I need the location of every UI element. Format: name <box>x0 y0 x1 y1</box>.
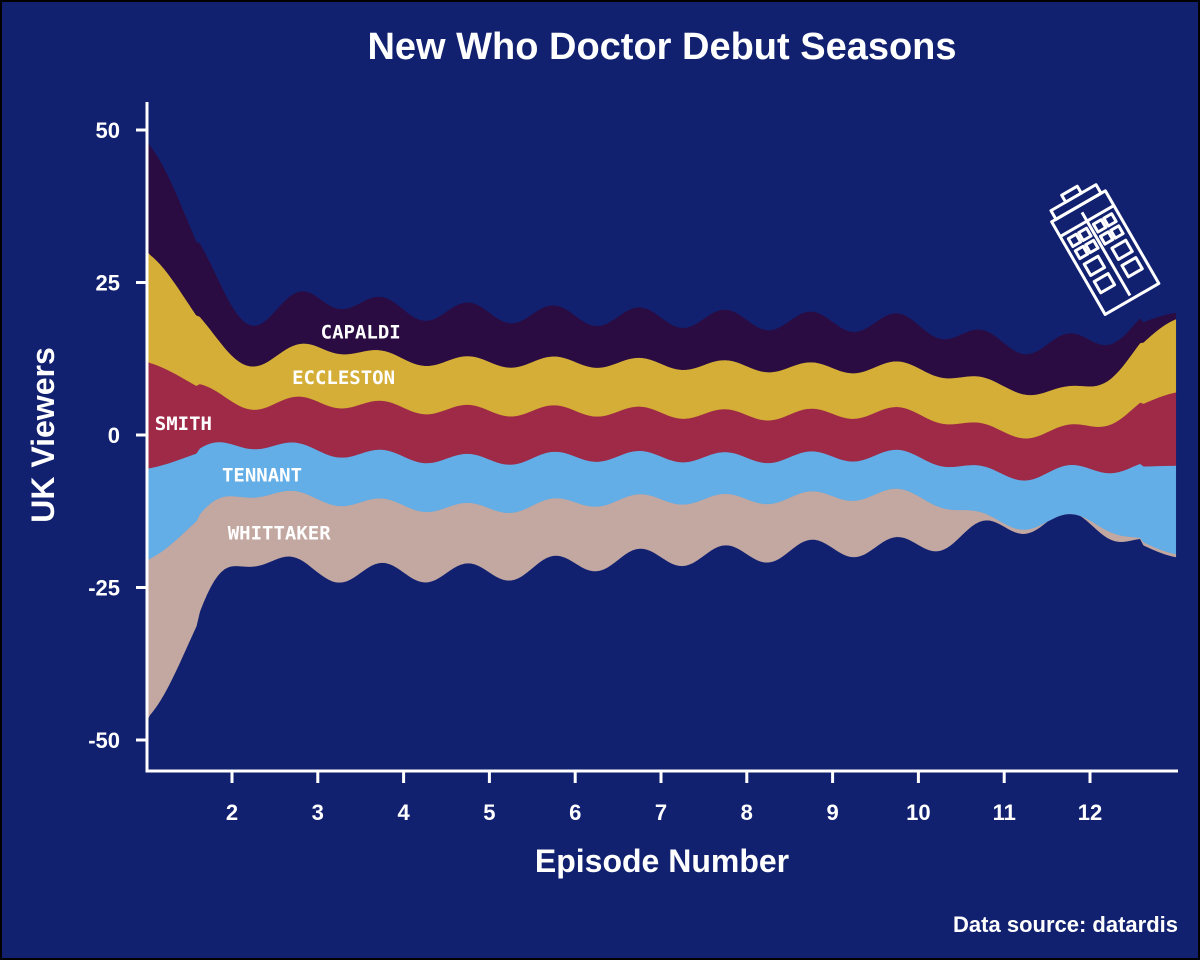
x-axis-title: Episode Number <box>535 843 789 879</box>
y-tick-label: -50 <box>88 728 120 753</box>
series-label-tennant: TENNANT <box>222 465 302 487</box>
x-tick-label: 10 <box>906 800 930 825</box>
x-tick-label: 9 <box>826 800 838 825</box>
series-label-capaldi: CAPALDI <box>321 321 401 343</box>
x-tick-label: 12 <box>1078 800 1102 825</box>
x-tick-label: 11 <box>993 800 1016 825</box>
x-tick-label: 5 <box>483 800 495 825</box>
y-axis-ticks: 50 25 0 -25 -50 <box>88 118 147 753</box>
x-tick-label: 4 <box>397 800 410 825</box>
y-tick-label: 25 <box>96 271 120 296</box>
data-source-note: Data source: datardis <box>953 912 1178 937</box>
y-tick-label: 50 <box>96 118 120 143</box>
stream-area-capaldi <box>147 142 1177 396</box>
series-label-smith: SMITH <box>155 413 212 435</box>
series-labels: CAPALDI ECCLESTON SMITH TENNANT WHITTAKER <box>155 321 401 544</box>
x-tick-label: 6 <box>569 800 581 825</box>
x-tick-label: 8 <box>741 800 753 825</box>
chart-title: New Who Doctor Debut Seasons <box>367 26 956 68</box>
stream-area-group <box>147 142 1177 719</box>
series-label-whittaker: WHITTAKER <box>228 523 332 545</box>
y-tick-label: 0 <box>108 423 120 448</box>
x-tick-label: 7 <box>655 800 667 825</box>
tardis-icon <box>1049 183 1161 316</box>
y-tick-label: -25 <box>88 576 120 601</box>
x-tick-label: 2 <box>226 800 238 825</box>
x-axis-ticks: 2 3 4 5 6 7 8 9 10 11 12 <box>226 771 1102 825</box>
y-axis-title: UK Viewers <box>25 347 61 523</box>
x-tick-label: 3 <box>312 800 324 825</box>
series-label-eccleston: ECCLESTON <box>292 367 395 389</box>
